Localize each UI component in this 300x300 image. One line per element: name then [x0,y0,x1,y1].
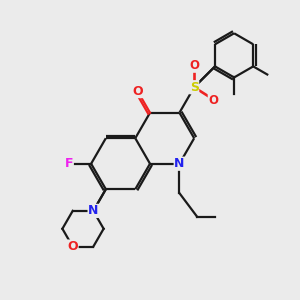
Text: O: O [132,85,143,98]
Text: N: N [88,204,98,218]
Text: S: S [190,81,199,94]
Text: F: F [65,157,73,170]
Text: N: N [174,157,184,170]
Text: O: O [189,59,199,72]
Text: O: O [208,94,218,107]
Text: O: O [68,240,78,253]
